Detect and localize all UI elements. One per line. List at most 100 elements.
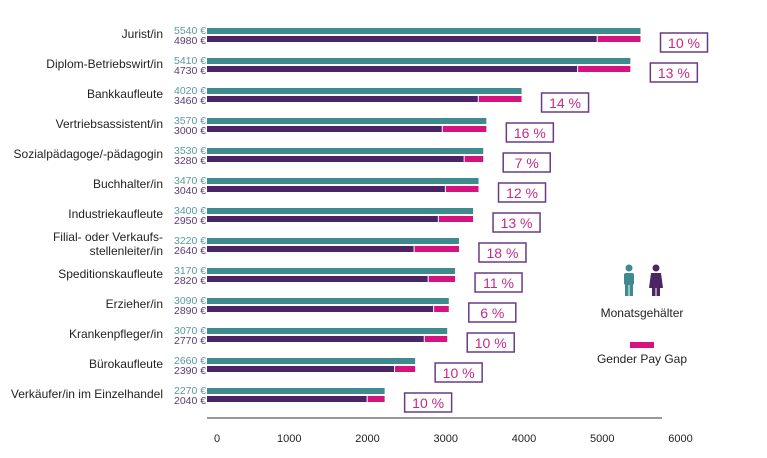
women-bar bbox=[207, 246, 414, 252]
women-bar bbox=[207, 396, 367, 402]
men-bar bbox=[207, 28, 641, 34]
men-bar bbox=[207, 118, 487, 124]
women-salary-label: 2770 € bbox=[174, 335, 206, 347]
legend: Monatsgehälter Gender Pay Gap bbox=[597, 264, 687, 366]
chart-row: Filial- oder Verkaufs-stellenleiter/in 32… bbox=[53, 230, 527, 263]
x-tick-label: 1000 bbox=[277, 433, 301, 445]
chart-row: Verkäufer/in im Einzelhandel 2270 €2040 €… bbox=[11, 385, 453, 413]
gap-bar bbox=[434, 306, 449, 312]
x-tick-label: 5000 bbox=[590, 433, 614, 445]
chart-row: Krankenpfleger/in 3070 €2770 € 10 % bbox=[69, 325, 515, 353]
chart-row: Speditionskaufleute 3170 €2820 € 11 % bbox=[58, 265, 523, 293]
men-salary-label: 3400 € bbox=[174, 205, 206, 217]
men-bar bbox=[207, 298, 449, 304]
category-label: Verkäufer/in im Einzelhandel bbox=[11, 387, 163, 401]
men-salary-label: 2270 € bbox=[174, 385, 206, 397]
woman-icon bbox=[649, 264, 663, 296]
chart-row: Sozialpädagoge/-pädagogin 3530 €3280 € 7 % bbox=[14, 145, 551, 173]
men-bar bbox=[207, 328, 448, 334]
legend-salary-label: Monatsgehälter bbox=[601, 306, 684, 320]
x-tick-label: 3000 bbox=[434, 433, 458, 445]
gap-badge-label: 11 % bbox=[483, 275, 514, 291]
men-salary-label: 3070 € bbox=[174, 325, 206, 337]
gap-bar bbox=[428, 276, 456, 282]
chart-row: Vertriebsassistent/in 3570 €3000 € 16 % bbox=[56, 115, 555, 143]
gap-bar bbox=[597, 36, 641, 42]
gap-badge bbox=[497, 182, 547, 203]
men-bar bbox=[207, 178, 479, 184]
gap-badge-label: 10 % bbox=[668, 35, 700, 51]
men-bar bbox=[207, 238, 459, 244]
men-salary-label: 3220 € bbox=[174, 235, 206, 247]
gap-bar bbox=[442, 126, 487, 132]
men-bar bbox=[207, 358, 416, 364]
category-label: Krankenpfleger/in bbox=[69, 327, 163, 341]
x-tick-label: 2000 bbox=[355, 433, 379, 445]
man-icon bbox=[624, 264, 634, 296]
women-salary-label: 2040 € bbox=[174, 395, 206, 407]
category-label: Buchhalter/in bbox=[93, 177, 163, 191]
women-salary-label: 2890 € bbox=[174, 305, 206, 317]
category-label: Erzieher/in bbox=[106, 297, 163, 311]
x-tick-label: 0 bbox=[214, 433, 220, 445]
gap-badge-label: 10 % bbox=[412, 395, 444, 411]
gap-badge bbox=[478, 242, 527, 263]
women-salary-label: 3040 € bbox=[174, 185, 206, 197]
gap-badge-label: 18 % bbox=[487, 245, 519, 261]
chart-row: Erzieher/in 3090 €2890 € 6 % bbox=[106, 295, 517, 323]
men-bar bbox=[207, 58, 631, 64]
gap-badge bbox=[434, 362, 483, 383]
gap-badge-label: 10 % bbox=[443, 365, 475, 381]
gap-badge-label: 10 % bbox=[475, 335, 507, 351]
category-label: Bürokaufleute bbox=[89, 357, 163, 371]
men-salary-label: 3470 € bbox=[174, 175, 206, 187]
x-axis: 0 1000 2000 3000 4000 5000 6000 bbox=[207, 417, 693, 445]
gap-badge bbox=[502, 152, 551, 173]
men-bar bbox=[207, 208, 474, 214]
gap-badge bbox=[403, 392, 453, 413]
category-label: Vertriebsassistent/in bbox=[56, 117, 163, 131]
gap-bar bbox=[578, 66, 631, 72]
gap-bar bbox=[395, 366, 416, 372]
women-bar bbox=[207, 156, 464, 162]
gap-badge bbox=[468, 302, 517, 323]
chart-row: Jurist/in 5540 €4980 € 10 % bbox=[122, 25, 709, 53]
category-label: Diplom-Betriebswirt/in bbox=[46, 57, 163, 71]
gap-bar bbox=[445, 186, 479, 192]
women-bar bbox=[207, 126, 442, 132]
men-salary-label: 3530 € bbox=[174, 145, 206, 157]
chart-row: Buchhalter/in 3470 €3040 € 12 % bbox=[93, 175, 547, 203]
gap-badge bbox=[466, 332, 515, 353]
gap-bar bbox=[478, 96, 522, 102]
gap-badge bbox=[540, 92, 590, 113]
gap-bar bbox=[424, 336, 448, 342]
women-salary-label: 4980 € bbox=[174, 35, 206, 47]
gap-bar bbox=[438, 216, 474, 222]
women-salary-label: 3000 € bbox=[174, 125, 206, 137]
chart-row: Bankkaufleute 4020 €3460 € 14 % bbox=[87, 85, 590, 113]
women-bar bbox=[207, 306, 434, 312]
men-salary-label: 5540 € bbox=[174, 25, 206, 37]
men-salary-label: 2660 € bbox=[174, 355, 206, 367]
gap-badge bbox=[649, 62, 699, 83]
gap-badge-label: 16 % bbox=[514, 125, 546, 141]
category-label: Bankkaufleute bbox=[87, 87, 163, 101]
women-bar bbox=[207, 336, 424, 342]
category-label: Sozialpädagoge/-pädagogin bbox=[14, 147, 163, 161]
women-bar bbox=[207, 216, 438, 222]
category-label: Filial- oder Verkaufs-stellenleiter/in bbox=[53, 230, 163, 258]
men-salary-label: 3570 € bbox=[174, 115, 206, 127]
legend-gap-label: Gender Pay Gap bbox=[597, 352, 687, 366]
women-bar bbox=[207, 186, 445, 192]
gap-badge bbox=[474, 272, 523, 293]
gap-badge-label: 12 % bbox=[506, 185, 538, 201]
rows-group: Jurist/in 5540 €4980 € 10 % Diplom-Betriebs… bbox=[11, 25, 709, 413]
women-salary-label: 3460 € bbox=[174, 95, 206, 107]
men-salary-label: 3090 € bbox=[174, 295, 206, 307]
gap-badge-label: 6 % bbox=[480, 305, 504, 321]
men-bar bbox=[207, 268, 456, 274]
gap-badge-label: 13 % bbox=[658, 65, 690, 81]
chart-row: Bürokaufleute 2660 €2390 € 10 % bbox=[89, 355, 483, 383]
women-salary-label: 2820 € bbox=[174, 275, 206, 287]
